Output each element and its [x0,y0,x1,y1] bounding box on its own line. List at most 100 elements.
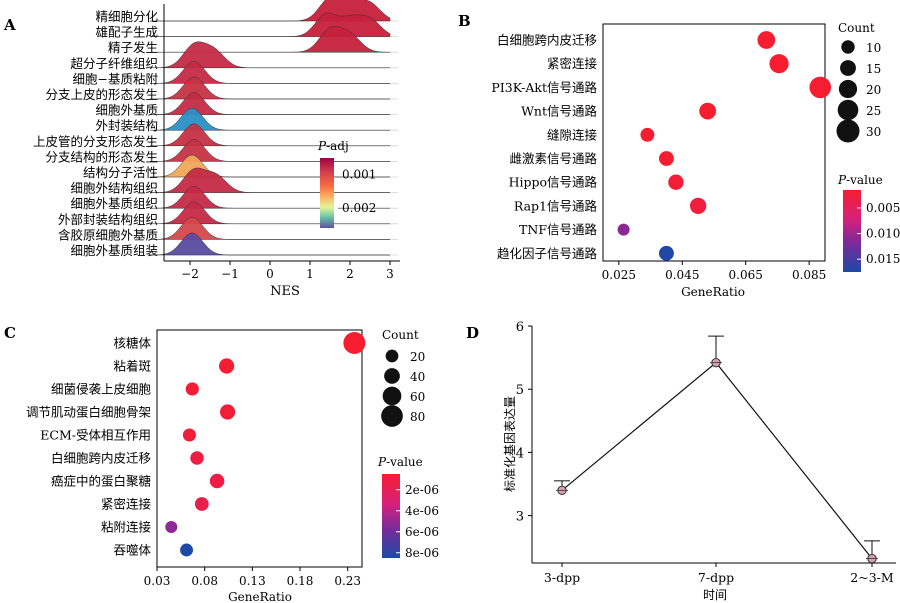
category-label: 紧密连接 [547,56,598,71]
ridge-label: 含胶原细胞外基质 [58,227,158,242]
panel-label-a: A [3,16,16,34]
data-point [668,174,684,190]
data-point [165,521,178,533]
c-plot-frame [156,329,363,568]
data-point [757,31,776,49]
a-x-tick-label: 3 [386,267,394,281]
category-label: 趋化因子信号通路 [497,246,598,261]
data-point [219,358,235,374]
size-legend-label: 20 [410,350,425,364]
d-y-tick-label: 6 [516,320,524,335]
a-x-tick-label: −2 [181,267,199,281]
size-legend-label: 60 [410,390,425,404]
color-legend-label: 0.015 [866,252,900,266]
ridge-density [150,12,391,37]
color-legend-label: 8e-06 [405,546,439,560]
ridge-label: 精子发生 [108,40,158,55]
ridge-area [150,0,398,256]
a-legend-title: P-adj [317,139,349,153]
ridge-density [150,167,390,193]
ridge-density [150,61,390,84]
panel-label-c: C [4,324,16,342]
category-label: 雌激素信号通路 [509,151,597,166]
size-legend-dot [837,99,859,121]
d-y-tick-label: 5 [516,383,524,398]
size-legend-dot [385,349,399,363]
ridge-density [150,76,390,100]
b-color-legend-title: P-value [837,173,883,187]
category-label: 紧密连接 [101,497,152,512]
ridge-density [150,107,390,131]
category-label: 调节肌动蛋白细胞骨架 [26,405,151,420]
size-legend-dot [841,40,855,54]
data-point [769,54,789,74]
category-label: 细菌侵袭上皮细胞 [51,382,152,397]
c-size-legend: 20 40 60 80 [381,349,425,427]
a-legend-tick-label: 0.001 [342,168,376,182]
panel-d: 3 4 5 6 3-dpp 7-dpp 2~3-M 标准化基因表达量 时间 [503,320,896,602]
a-x-tick-label: 1 [306,267,314,281]
ridge-density [150,92,390,115]
data-point [617,223,630,236]
data-point [689,197,707,215]
ridge-density [150,186,390,209]
ridge-label: 精细胞分化 [95,9,158,24]
c-colorbar [382,474,400,558]
x-tick-label: 0.13 [239,574,266,588]
category-label: ECM-受体相互作用 [40,428,151,443]
a-x-tick-label: 2 [346,267,354,281]
category-label: TNF信号通路 [519,222,597,237]
ridge-label: 结构分子活性 [83,165,158,180]
category-label: Rap1信号通路 [514,198,598,213]
d-x-tick-label: 2~3-M [850,570,894,585]
a-x-label: NES [270,284,300,299]
size-legend-dot [836,119,860,143]
category-label: 粘着斑 [113,359,151,374]
category-label: 癌症中的蛋白聚糖 [51,474,152,489]
size-legend-label: 40 [410,370,425,384]
color-legend-label: 4e-06 [405,504,439,518]
a-legend-ticks: 0.001 0.002 [334,168,376,215]
data-point [640,127,655,142]
d-y-label: 标准化基因表达量 [503,396,517,492]
x-tick-label: 0.045 [665,268,699,282]
category-label: PI3K-Akt信号通路 [491,80,597,95]
ridge-label: 雄配子生成 [95,25,158,40]
ridge-label: 分支结构的形态发生 [45,149,158,164]
a-legend: P-adj 0.001 0.002 [317,139,376,228]
ridge-label: 细胞外结构组织 [70,181,158,196]
d-y-tick-label: 3 [516,510,524,525]
data-point [182,428,196,442]
ridge-density [150,41,390,69]
b-x-label: GeneRatio [681,285,745,299]
d-y-tick-label: 4 [516,446,524,461]
size-legend-dot [382,386,402,406]
ridge-label: 外封装结构 [95,118,158,133]
data-point [209,473,225,489]
x-tick-label: 0.065 [729,268,763,282]
x-tick-label: 0.085 [792,268,826,282]
ridge-label: 细胞外基质组装 [70,243,158,258]
b-colorbar [843,190,861,272]
color-legend-label: 0.010 [866,227,900,241]
category-label: 白细胞跨内皮迁移 [497,33,597,48]
size-legend-label: 15 [866,62,881,76]
data-point [194,497,209,511]
panel-label-d: D [466,324,479,342]
x-tick-label: 0.08 [191,574,218,588]
color-legend-label: 6e-06 [405,525,439,539]
data-point [699,102,717,120]
category-label: 吞噬体 [113,543,151,558]
d-x-label: 时间 [703,588,727,602]
a-legend-tick-label: 0.002 [342,201,376,215]
ridge-label: 细胞−基质粘附 [73,71,159,86]
a-x-ticks: −2 −1 0 1 2 3 [181,261,394,281]
x-tick-label: 0.025 [602,268,636,282]
size-legend-label: 80 [410,410,425,424]
c-x-label: GeneRatio [228,590,292,603]
ridge-density [150,217,390,240]
category-label: 缝隙连接 [547,127,598,142]
category-label: Wnt信号通路 [521,104,597,119]
